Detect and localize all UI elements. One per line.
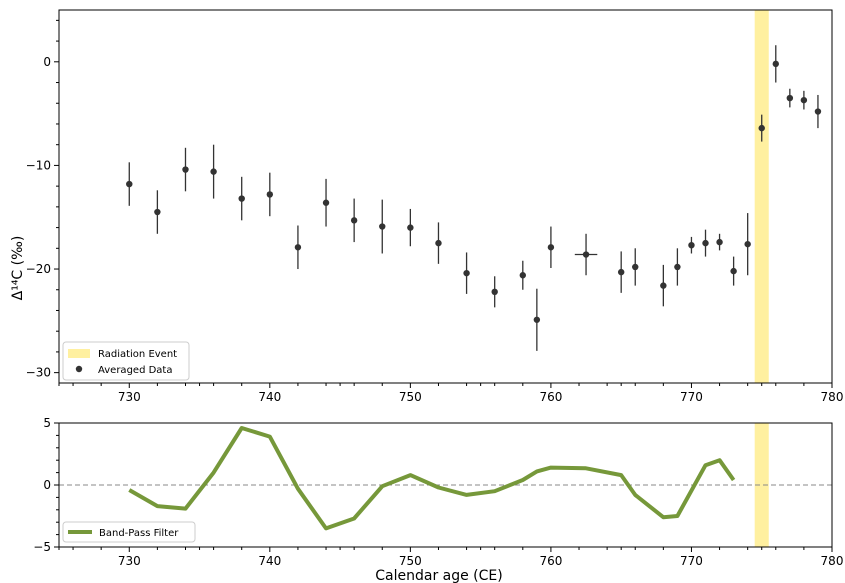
data-point bbox=[238, 195, 245, 202]
data-point bbox=[800, 96, 808, 104]
band-pass-filter-line bbox=[128, 426, 736, 531]
x-tick-label: 760 bbox=[539, 390, 562, 404]
data-point bbox=[210, 168, 217, 175]
bottom-legend-box bbox=[62, 521, 196, 543]
x-tick-label: 730 bbox=[118, 390, 141, 404]
data-point bbox=[660, 282, 667, 289]
data-point bbox=[702, 239, 709, 247]
y-tick-label: −30 bbox=[26, 366, 51, 380]
legend-band-swatch bbox=[68, 349, 90, 358]
top-data-points bbox=[126, 60, 822, 323]
top-legend: Radiation Event Averaged Data bbox=[62, 341, 190, 381]
data-point bbox=[547, 244, 555, 251]
top-plot-area bbox=[59, 10, 832, 383]
data-point bbox=[154, 208, 161, 216]
legend-point-marker bbox=[75, 365, 83, 373]
top-radiation-event-band bbox=[754, 10, 769, 383]
data-point bbox=[744, 240, 751, 248]
x-tick-label: 770 bbox=[680, 390, 703, 404]
bottom-x-ticks: 730 740 750 760 770 780 bbox=[58, 547, 844, 568]
x-tick-label: 730 bbox=[118, 554, 141, 568]
y-tick-label: 0 bbox=[43, 55, 51, 69]
data-point bbox=[322, 199, 330, 206]
legend-filter-label: Band-Pass Filter bbox=[99, 528, 179, 539]
top-legend-box bbox=[62, 341, 190, 381]
y-tick-label: 0 bbox=[43, 478, 51, 492]
bottom-radiation-event-band bbox=[754, 423, 769, 547]
data-point bbox=[533, 316, 541, 323]
data-point bbox=[716, 238, 723, 246]
x-tick-label: 760 bbox=[539, 554, 562, 568]
x-tick-label: 770 bbox=[680, 554, 703, 568]
data-point bbox=[674, 263, 681, 271]
data-point bbox=[688, 241, 695, 249]
x-tick-label: 750 bbox=[399, 390, 422, 404]
data-point bbox=[758, 124, 765, 132]
bottom-legend: Band-Pass Filter bbox=[62, 521, 196, 543]
x-tick-label: 740 bbox=[258, 390, 281, 404]
top-panel: 730 740 750 760 770 780 0 −10 −20 −30 Δ¹⁴C (‰) R… bbox=[10, 9, 844, 404]
data-point bbox=[519, 272, 526, 279]
top-y-ticks: 0 −10 −20 −30 bbox=[26, 19, 59, 380]
data-point bbox=[491, 288, 498, 296]
x-tick-label: 780 bbox=[821, 390, 844, 404]
y-tick-label: −5 bbox=[33, 540, 51, 554]
y-tick-label: −10 bbox=[26, 158, 51, 172]
top-y-axis-label: Δ¹⁴C (‰) bbox=[10, 236, 26, 301]
data-point bbox=[582, 251, 590, 258]
data-point bbox=[407, 224, 414, 231]
y-tick-label: −20 bbox=[26, 262, 51, 276]
y-tick-label: 5 bbox=[43, 416, 51, 430]
data-point bbox=[730, 267, 737, 275]
data-point bbox=[126, 180, 133, 188]
data-point bbox=[379, 223, 386, 230]
data-point bbox=[350, 217, 358, 224]
data-point bbox=[786, 94, 794, 102]
x-tick-label: 740 bbox=[258, 554, 281, 568]
bottom-y-ticks: 5 0 −5 bbox=[33, 416, 59, 554]
top-x-ticks: 730 740 750 760 770 780 bbox=[58, 383, 844, 404]
data-point bbox=[463, 269, 470, 277]
legend-band-label: Radiation Event bbox=[98, 349, 177, 360]
legend-points-label: Averaged Data bbox=[98, 365, 172, 376]
data-point bbox=[435, 239, 442, 247]
data-point bbox=[294, 244, 302, 251]
data-point bbox=[772, 60, 779, 68]
data-point bbox=[266, 191, 274, 198]
bottom-panel: 730 740 750 760 770 780 5 0 −5 Calendar age (CE… bbox=[33, 416, 843, 583]
data-point bbox=[814, 108, 822, 115]
data-point bbox=[632, 263, 639, 271]
x-tick-label: 750 bbox=[399, 554, 422, 568]
bottom-x-axis-label: Calendar age (CE) bbox=[375, 568, 502, 583]
x-tick-label: 780 bbox=[821, 554, 844, 568]
data-point bbox=[182, 166, 189, 173]
top-axes-frame bbox=[58, 9, 833, 384]
data-point bbox=[617, 268, 625, 276]
